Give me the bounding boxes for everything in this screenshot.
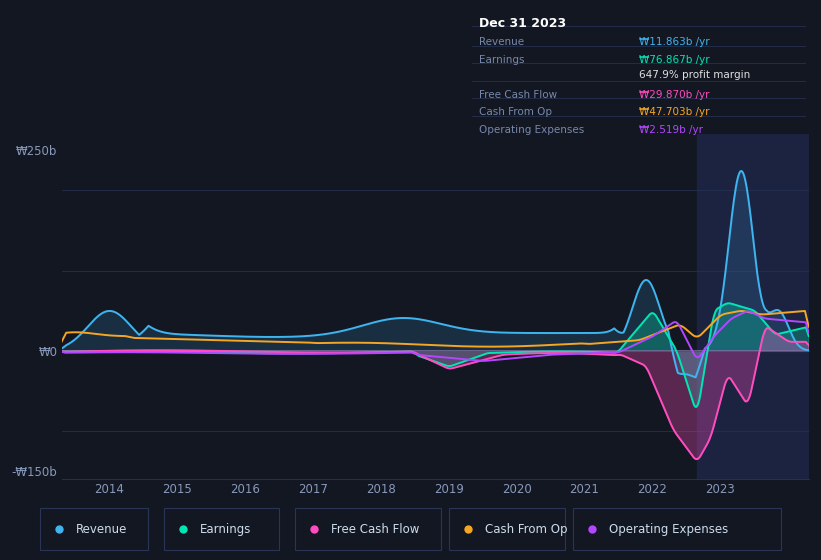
Text: Earnings: Earnings [479, 55, 525, 65]
Bar [697, 134, 809, 479]
Text: Earnings: Earnings [200, 522, 251, 536]
Text: Operating Expenses: Operating Expenses [609, 522, 728, 536]
Text: 647.9% profit margin: 647.9% profit margin [639, 71, 750, 81]
Text: ₩76.867b /yr: ₩76.867b /yr [639, 55, 709, 65]
Text: Dec 31 2023: Dec 31 2023 [479, 17, 566, 30]
Text: Revenue: Revenue [479, 37, 525, 47]
Text: Free Cash Flow: Free Cash Flow [479, 90, 557, 100]
Text: Cash From Op: Cash From Op [485, 522, 568, 536]
Text: Operating Expenses: Operating Expenses [479, 125, 585, 136]
Text: ₩11.863b /yr: ₩11.863b /yr [639, 37, 709, 47]
Text: Free Cash Flow: Free Cash Flow [331, 522, 420, 536]
Text: ₩2.519b /yr: ₩2.519b /yr [639, 125, 703, 136]
Text: Cash From Op: Cash From Op [479, 108, 553, 118]
Text: ₩47.703b /yr: ₩47.703b /yr [639, 108, 709, 118]
Text: ₩29.870b /yr: ₩29.870b /yr [639, 90, 709, 100]
Text: Revenue: Revenue [76, 522, 128, 536]
